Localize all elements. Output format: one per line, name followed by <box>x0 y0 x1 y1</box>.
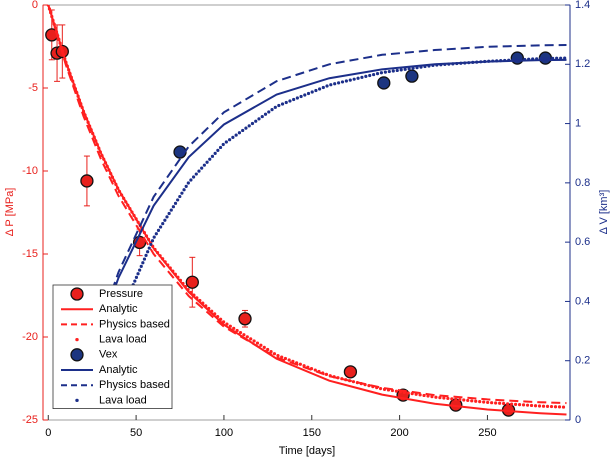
y2-tick-label: 0 <box>575 414 581 426</box>
legend-label: Lava load <box>99 334 147 346</box>
data-point <box>510 51 524 65</box>
y-tick-label: -10 <box>22 165 38 177</box>
legend-marker <box>70 287 84 301</box>
x-tick-label: 250 <box>478 427 496 439</box>
y2-tick-label: 1 <box>575 117 581 129</box>
legend-label: Vex <box>99 349 118 361</box>
curve <box>99 56 569 373</box>
y-tick-label: -5 <box>28 82 38 94</box>
legend: Pressure Analytic Physics based Lava load Ve… <box>52 284 173 409</box>
y-tick-label: 0 <box>32 0 38 11</box>
curve <box>46 5 569 409</box>
y-tick-label: -15 <box>22 248 38 260</box>
data-point <box>405 69 419 83</box>
x-tick-label: 150 <box>303 427 321 439</box>
curve <box>82 44 567 385</box>
y2-tick-label: 0.2 <box>575 355 590 367</box>
data-point <box>238 312 252 326</box>
legend-label: Analytic <box>99 303 138 315</box>
x-tick-label: 100 <box>215 427 233 439</box>
y-tick-label: -20 <box>22 331 38 343</box>
legend-label: Physics based <box>99 379 170 391</box>
x-tick-label: 200 <box>390 427 408 439</box>
y2-tick-label: 1.2 <box>575 58 590 70</box>
legend-marker <box>70 348 84 362</box>
data-point <box>185 275 199 289</box>
x-axis-label: Time [days] <box>279 445 335 457</box>
legend-box <box>52 284 173 409</box>
y-axis-label: Δ P [MPa] <box>4 188 16 237</box>
y2-tick-label: 0.8 <box>575 177 590 189</box>
x-tick-label: 50 <box>130 427 142 439</box>
y2-axis-label: Δ V [km³] <box>598 190 610 235</box>
data-point <box>343 365 358 379</box>
y2-tick-label: 0.6 <box>575 236 590 248</box>
legend-label: Analytic <box>99 364 138 376</box>
plot-layer <box>45 5 569 417</box>
y2-tick-label: 0.4 <box>575 295 590 307</box>
y-tick-label: -25 <box>22 414 38 426</box>
x-tick-label: 0 <box>45 427 51 439</box>
legend-label: Pressure <box>99 288 143 300</box>
y2-tick-label: 1.4 <box>575 0 590 11</box>
legend-label: Physics based <box>99 318 170 330</box>
curve <box>47 5 567 405</box>
legend-label: Lava load <box>99 394 147 406</box>
data-point <box>377 76 391 90</box>
data-point <box>80 174 94 188</box>
